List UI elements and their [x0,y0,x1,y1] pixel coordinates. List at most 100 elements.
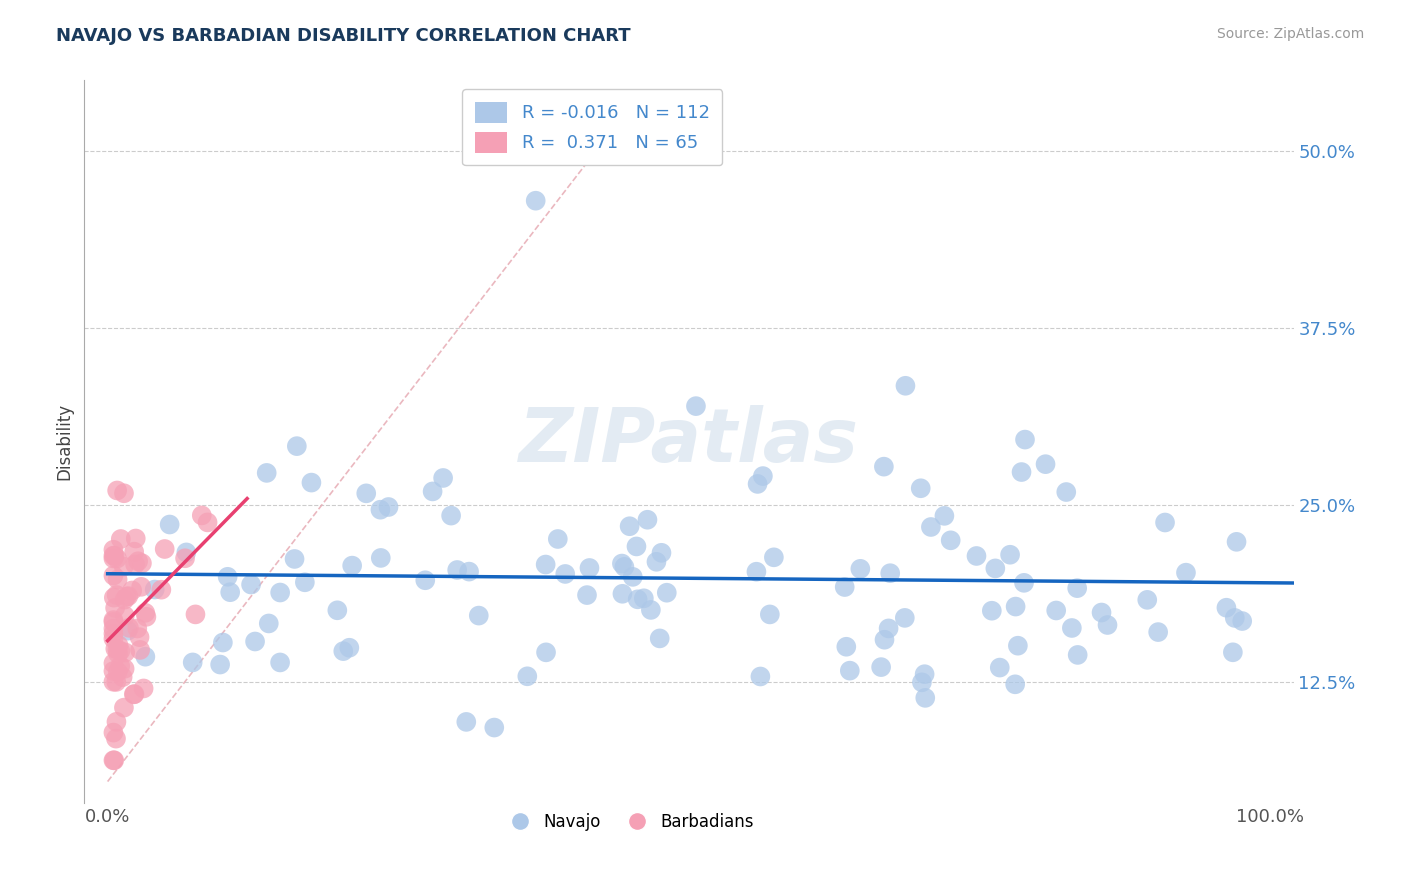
Point [107,638,129,652]
Point [612,587,634,601]
Point [135,609,157,624]
Point [877,621,900,635]
Point [640,603,662,617]
Point [1066,648,1088,662]
Point [873,632,896,647]
Point [547,532,569,546]
Point [648,632,671,646]
Point [103,753,125,767]
Point [621,570,644,584]
Point [129,580,152,594]
Point [575,588,598,602]
Point [124,687,146,701]
Point [326,603,349,617]
Text: Source: ZipAtlas.com: Source: ZipAtlas.com [1216,27,1364,41]
Point [534,645,557,659]
Point [914,690,936,705]
Point [1007,639,1029,653]
Point [914,667,936,681]
Point [125,532,148,546]
Point [370,550,392,565]
Point [131,556,153,570]
Point [894,378,917,392]
Point [112,486,135,500]
Point [1175,566,1198,580]
Point [458,565,481,579]
Point [269,656,291,670]
Point [1004,677,1026,691]
Point [524,194,547,208]
Point [117,624,139,638]
Point [456,714,478,729]
Point [554,566,576,581]
Point [980,604,1002,618]
Point [354,486,377,500]
Point [340,558,363,573]
Point [1090,606,1112,620]
Point [440,508,463,523]
Point [413,574,436,588]
Point [107,642,129,657]
Point [834,580,856,594]
Point [422,484,444,499]
Point [240,577,263,591]
Point [920,520,942,534]
Point [121,583,143,598]
Point [1012,575,1035,590]
Point [1011,465,1033,479]
Point [613,559,636,574]
Y-axis label: Disability: Disability [55,403,73,480]
Point [645,555,668,569]
Point [104,641,127,656]
Point [610,557,633,571]
Point [122,544,145,558]
Point [103,753,125,767]
Point [134,649,156,664]
Point [516,669,538,683]
Point [143,582,166,597]
Point [1045,603,1067,617]
Point [1154,516,1177,530]
Point [184,607,207,622]
Point [578,561,600,575]
Point [870,660,893,674]
Point [759,607,782,622]
Point [117,589,139,603]
Point [745,565,768,579]
Point [107,665,129,679]
Point [988,660,1011,674]
Point [107,573,129,587]
Point [105,674,128,689]
Point [626,540,648,554]
Point [103,657,125,671]
Point [1004,599,1026,614]
Point [103,568,125,582]
Point [115,590,138,604]
Point [118,621,141,635]
Point [103,549,125,563]
Point [1066,581,1088,595]
Point [619,519,641,533]
Point [114,592,136,607]
Text: NAVAJO VS BARBADIAN DISABILITY CORRELATION CHART: NAVAJO VS BARBADIAN DISABILITY CORRELATI… [56,27,631,45]
Point [1014,433,1036,447]
Point [269,585,291,599]
Point [283,552,305,566]
Point [159,517,181,532]
Point [129,643,152,657]
Point [257,616,280,631]
Point [1054,485,1077,500]
Point [939,533,962,548]
Point [1147,625,1170,640]
Point [132,681,155,696]
Point [432,471,454,485]
Point [752,469,775,483]
Point [637,513,659,527]
Point [984,561,1007,575]
Point [112,559,135,574]
Point [212,635,235,649]
Point [849,562,872,576]
Point [256,466,278,480]
Point [103,615,125,629]
Legend: Navajo, Barbadians: Navajo, Barbadians [496,806,761,838]
